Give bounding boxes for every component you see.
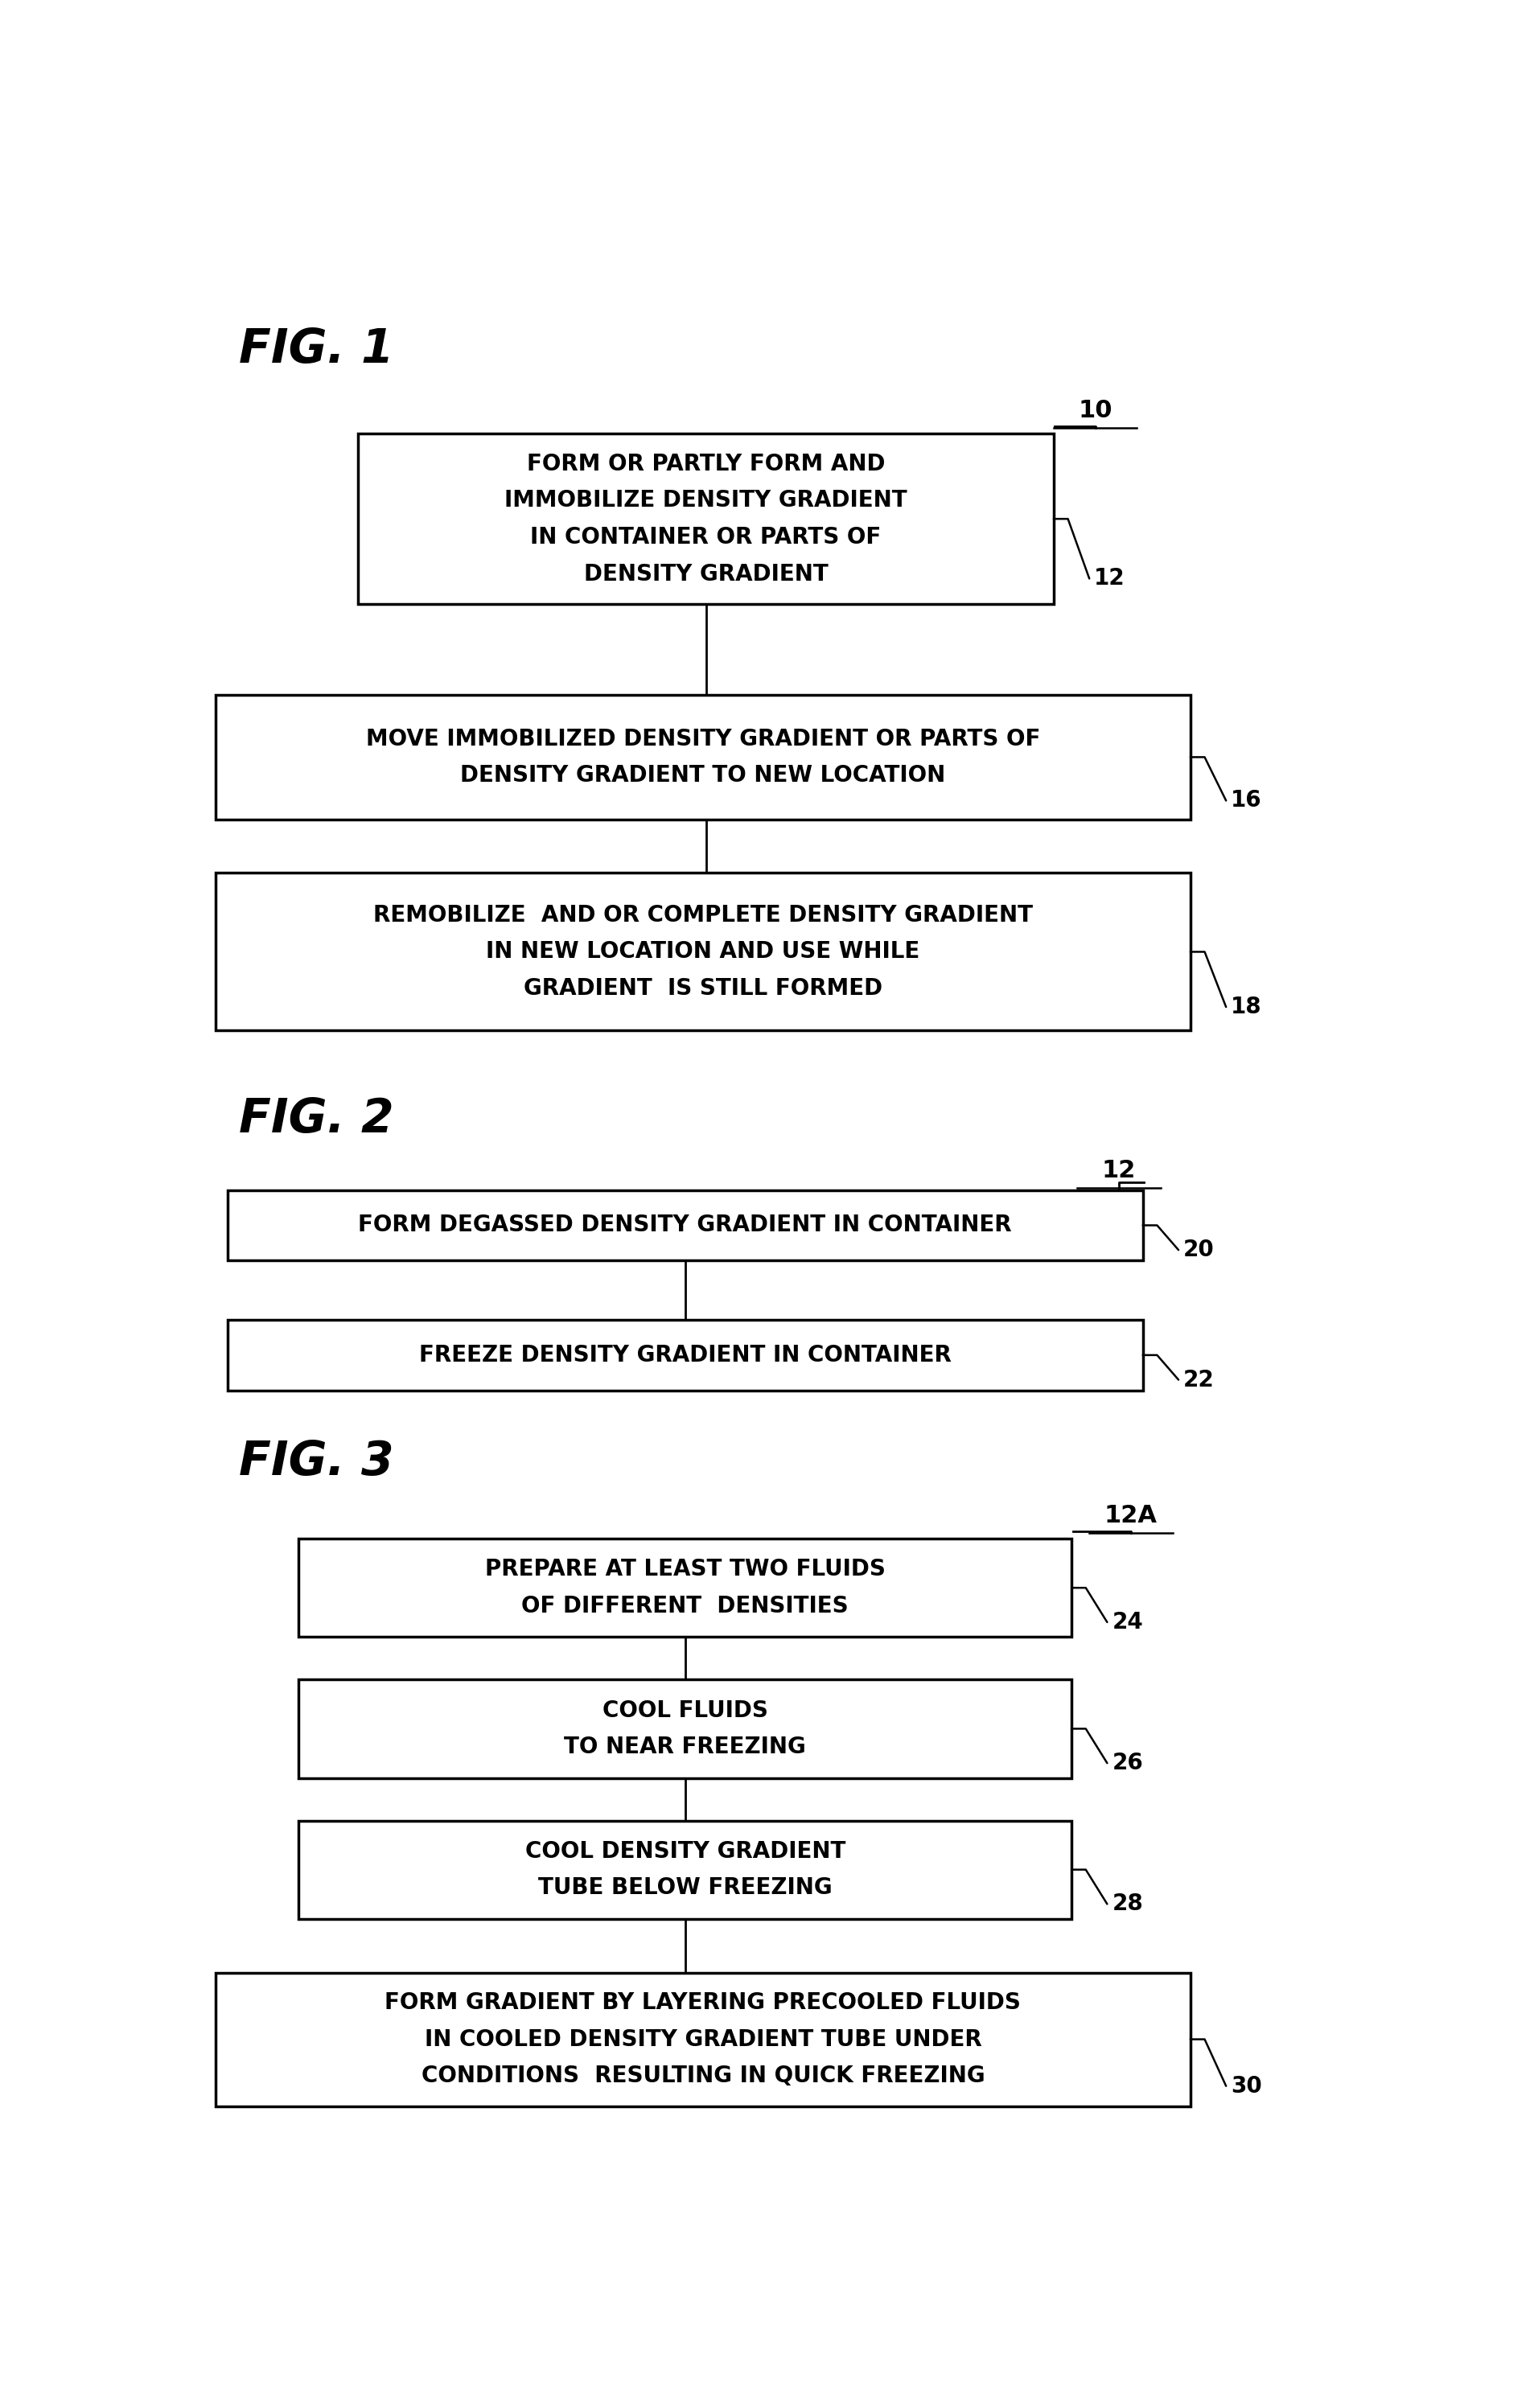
Text: 18: 18 xyxy=(1230,997,1262,1019)
Text: 26: 26 xyxy=(1112,1753,1143,1775)
Text: 12: 12 xyxy=(1094,568,1124,590)
Text: FORM GRADIENT BY LAYERING PRECOOLED FLUIDS
IN COOLED DENSITY GRADIENT TUBE UNDER: FORM GRADIENT BY LAYERING PRECOOLED FLUI… xyxy=(385,1991,1022,2088)
Text: COOL FLUIDS
TO NEAR FREEZING: COOL FLUIDS TO NEAR FREEZING xyxy=(565,1700,805,1758)
Bar xyxy=(299,1539,1071,1637)
Bar xyxy=(227,1320,1143,1389)
Text: 30: 30 xyxy=(1230,2076,1262,2097)
Text: FIG. 1: FIG. 1 xyxy=(239,327,394,373)
Bar xyxy=(299,1681,1071,1777)
Text: COOL DENSITY GRADIENT
TUBE BELOW FREEZING: COOL DENSITY GRADIENT TUBE BELOW FREEZIN… xyxy=(525,1840,845,1900)
Bar xyxy=(227,1190,1143,1259)
Text: 24: 24 xyxy=(1112,1611,1143,1633)
Text: 16: 16 xyxy=(1230,790,1262,811)
Text: 20: 20 xyxy=(1183,1238,1215,1262)
Text: FORM OR PARTLY FORM AND
IMMOBILIZE DENSITY GRADIENT
IN CONTAINER OR PARTS OF
DEN: FORM OR PARTLY FORM AND IMMOBILIZE DENSI… xyxy=(505,453,907,585)
Text: 12: 12 xyxy=(1101,1158,1137,1182)
Text: FIG. 2: FIG. 2 xyxy=(239,1096,394,1141)
Bar xyxy=(215,696,1190,819)
Text: 12A: 12A xyxy=(1104,1505,1158,1527)
Bar xyxy=(299,1820,1071,1919)
Bar xyxy=(215,874,1190,1031)
Bar xyxy=(357,433,1054,604)
Text: FORM DEGASSED DENSITY GRADIENT IN CONTAINER: FORM DEGASSED DENSITY GRADIENT IN CONTAI… xyxy=(359,1214,1012,1238)
Text: FIG. 3: FIG. 3 xyxy=(239,1440,394,1486)
Text: PREPARE AT LEAST TWO FLUIDS
OF DIFFERENT  DENSITIES: PREPARE AT LEAST TWO FLUIDS OF DIFFERENT… xyxy=(485,1558,885,1618)
Bar xyxy=(215,1972,1190,2107)
Text: 22: 22 xyxy=(1183,1368,1215,1392)
Text: FREEZE DENSITY GRADIENT IN CONTAINER: FREEZE DENSITY GRADIENT IN CONTAINER xyxy=(419,1344,951,1365)
Text: REMOBILIZE  AND OR COMPLETE DENSITY GRADIENT
IN NEW LOCATION AND USE WHILE
GRADI: REMOBILIZE AND OR COMPLETE DENSITY GRADI… xyxy=(373,903,1032,999)
Text: 10: 10 xyxy=(1078,400,1112,421)
Text: MOVE IMMOBILIZED DENSITY GRADIENT OR PARTS OF
DENSITY GRADIENT TO NEW LOCATION: MOVE IMMOBILIZED DENSITY GRADIENT OR PAR… xyxy=(365,727,1040,787)
Text: 28: 28 xyxy=(1112,1893,1143,1914)
